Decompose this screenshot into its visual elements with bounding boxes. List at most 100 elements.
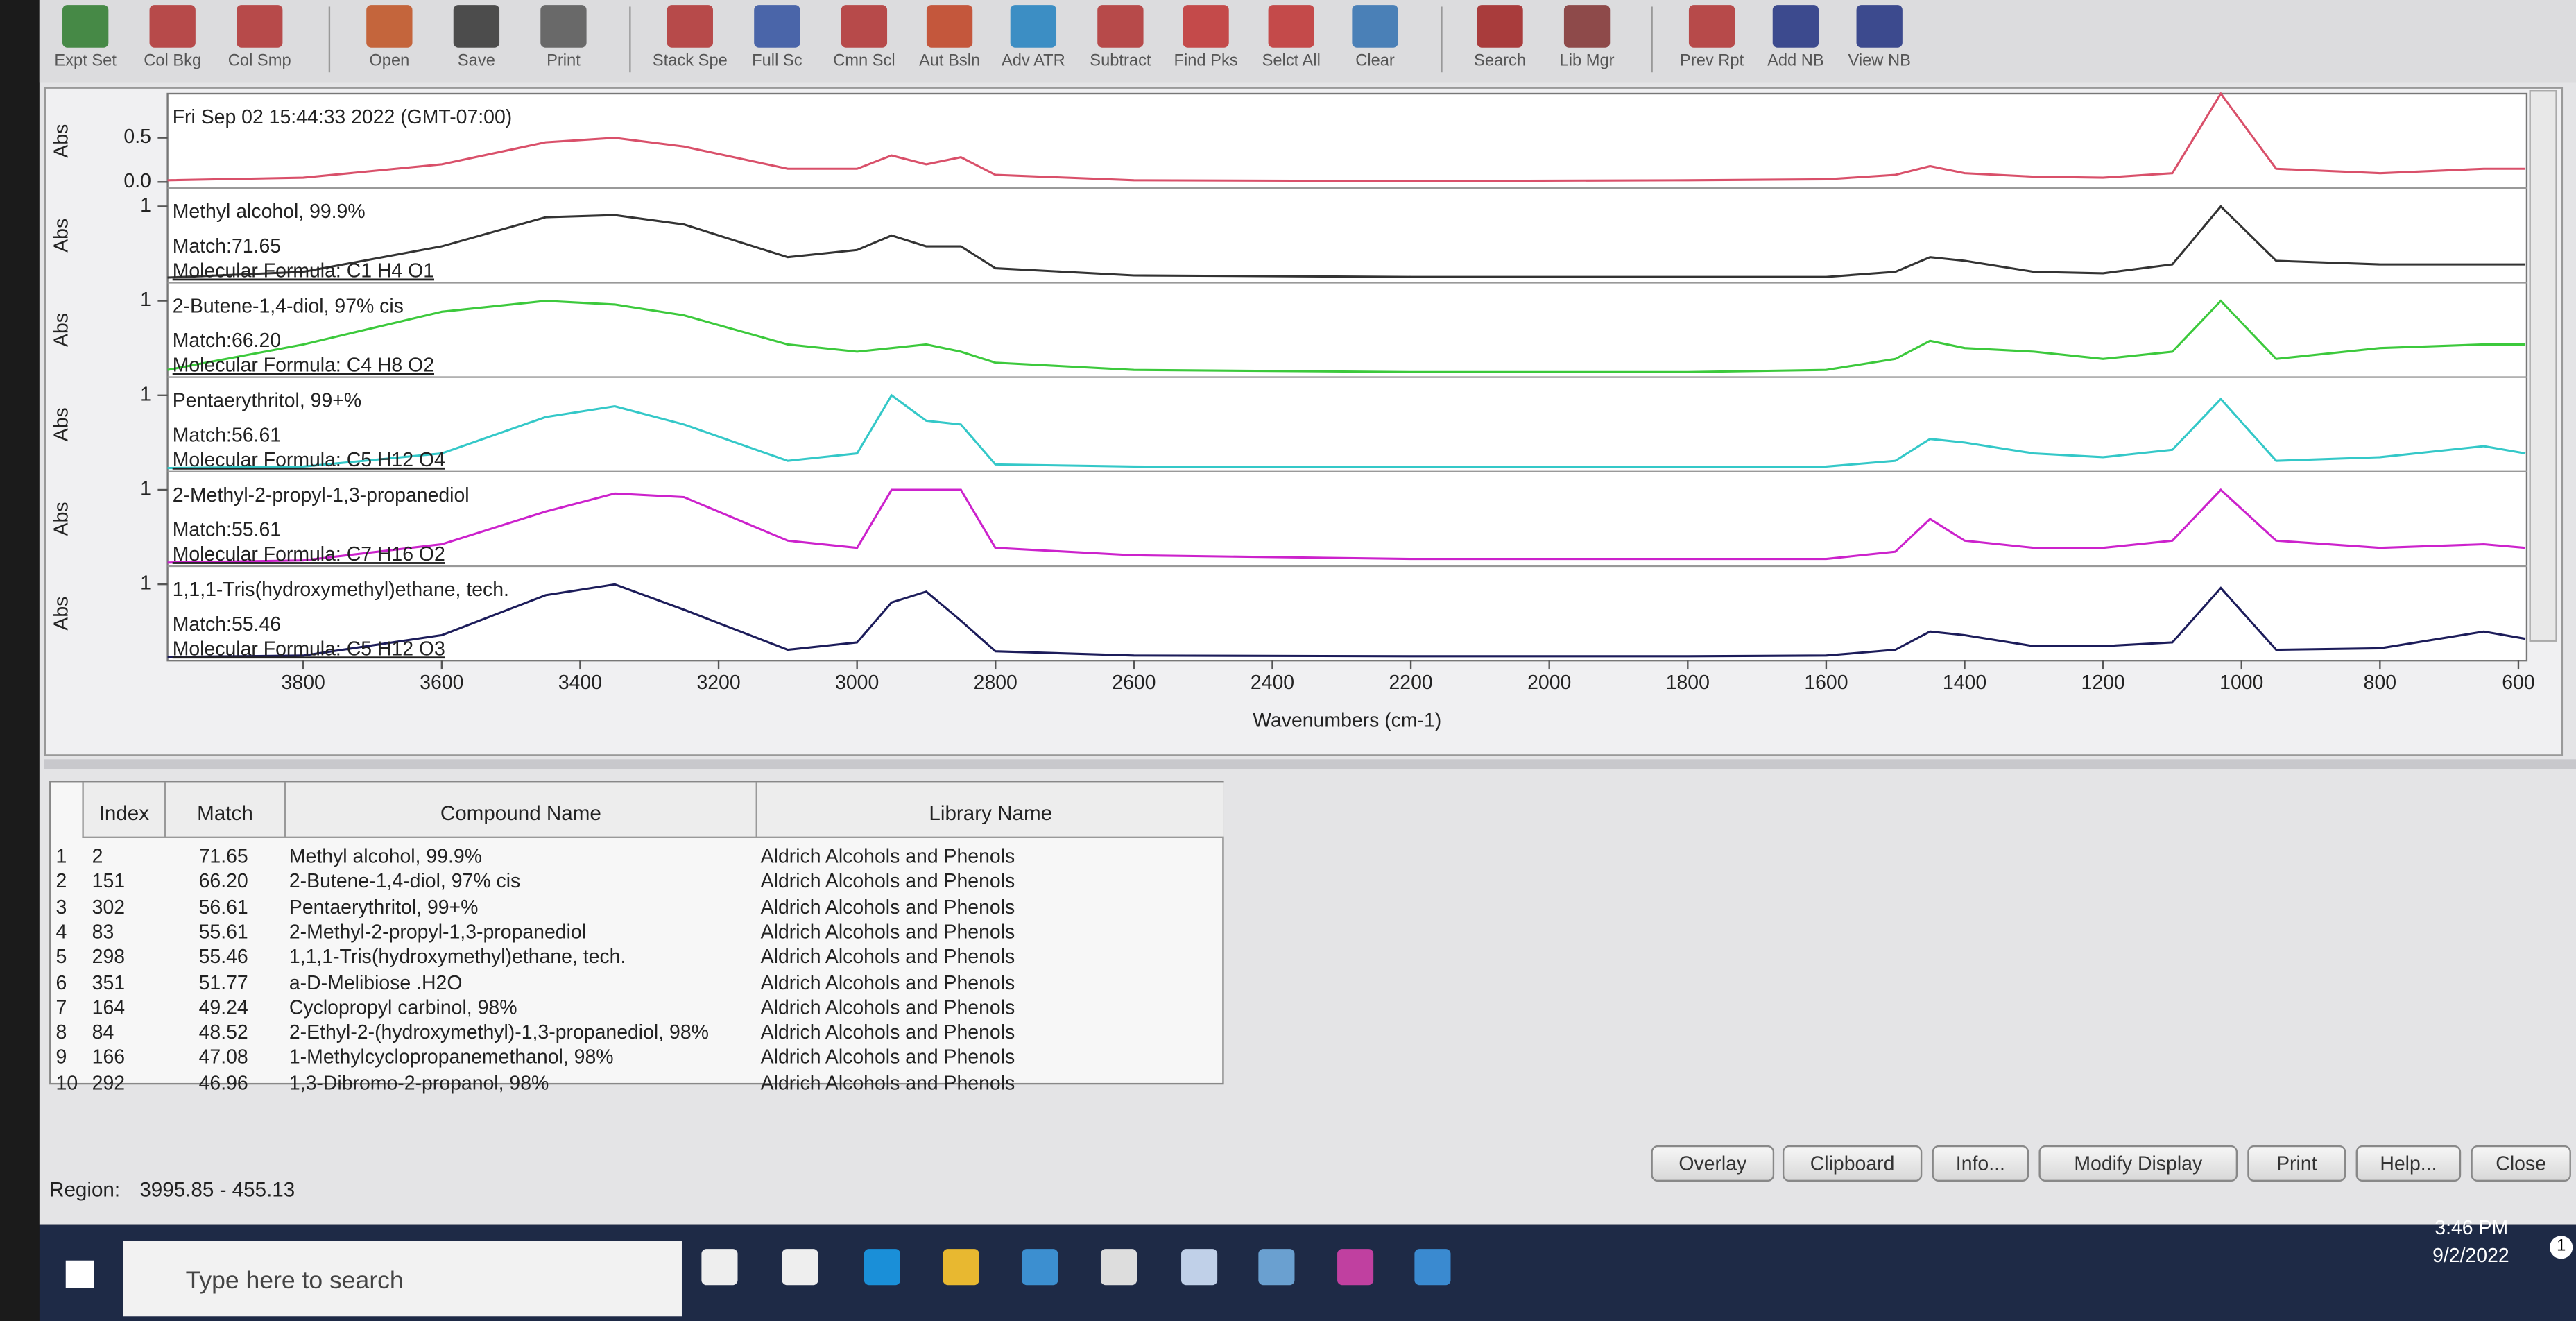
table-cell[interactable]: 2-Butene-1,4-diol, 97% cis [289,869,521,893]
button[interactable]: Close [2471,1145,2571,1182]
table-cell[interactable]: 164 [92,995,126,1019]
table-cell[interactable]: 1-Methylcyclopropanemethanol, 98% [289,1046,614,1069]
toolbar-label[interactable]: Clear [1355,52,1395,71]
toolbar-label[interactable]: Aut Bsln [918,52,981,71]
table-cell[interactable]: 7 [55,995,67,1019]
toolbar-label[interactable]: Subtract [1090,52,1151,71]
table-cell[interactable]: 3 [55,894,67,919]
toolbar-icon[interactable] [540,5,587,48]
table-cell[interactable]: 2 [92,844,103,868]
table-cell[interactable]: Pentaerythritol, 99+% [289,894,479,919]
toolbar-icon[interactable] [1183,5,1229,48]
toolbar-icon[interactable] [453,5,500,48]
toolbar-icon[interactable] [1772,5,1819,48]
toolbar-icon[interactable] [366,5,413,48]
toolbar-label[interactable]: Prev Rpt [1680,52,1744,71]
table-cell[interactable]: 6 [55,970,67,994]
table-cell[interactable]: 51.77 [198,970,248,994]
toolbar-label[interactable]: Print [547,52,581,71]
toolbar-label[interactable]: Save [457,52,495,71]
toolbar-icon[interactable] [926,5,973,48]
search-box[interactable] [123,1241,682,1317]
button[interactable]: Overlay [1651,1145,1775,1182]
table-cell[interactable]: Aldrich Alcohols and Phenols [760,1071,1015,1094]
button[interactable]: Print [2247,1145,2346,1182]
toolbar-label[interactable]: Col Smp [227,52,291,71]
table-cell[interactable]: 1,3-Dibromo-2-propanol, 98% [289,1071,549,1094]
table-cell[interactable]: 298 [92,945,126,969]
toolbar-label[interactable]: View NB [1848,52,1911,71]
toolbar-label[interactable]: Lib Mgr [1559,52,1615,71]
table-cell[interactable]: 84 [92,1021,114,1044]
taskbar-icon[interactable] [1100,1249,1137,1286]
taskbar-icon[interactable] [1022,1249,1058,1286]
taskbar-icon[interactable] [943,1249,979,1286]
table-cell[interactable]: 1,1,1-Tris(hydroxymethyl)ethane, tech. [289,945,626,969]
toolbar-icon[interactable] [1352,5,1398,48]
table-cell[interactable]: 2-Ethyl-2-(hydroxymethyl)-1,3-propanedio… [289,1021,709,1044]
start-button[interactable] [65,1260,94,1288]
toolbar-icon[interactable] [1097,5,1144,48]
toolbar-label[interactable]: Expt Set [54,52,117,71]
toolbar-label[interactable]: Find Pks [1174,52,1238,71]
taskbar-icon[interactable] [1258,1249,1295,1286]
table-cell[interactable]: Aldrich Alcohols and Phenols [760,995,1015,1019]
table-cell[interactable]: 1 [55,844,67,868]
table-cell[interactable]: Aldrich Alcohols and Phenols [760,894,1015,919]
table-cell[interactable]: 66.20 [198,869,248,893]
table-cell[interactable]: Cyclopropyl carbinol, 98% [289,995,517,1019]
toolbar-icon[interactable] [62,5,109,48]
table-cell[interactable]: 5 [55,945,67,969]
taskbar-icon[interactable] [1337,1249,1374,1286]
table-cell[interactable]: Aldrich Alcohols and Phenols [760,1021,1015,1044]
toolbar-icon[interactable] [1563,5,1611,48]
table-cell[interactable]: 56.61 [198,894,248,919]
taskbar-icon[interactable] [1181,1249,1218,1286]
taskbar-icon[interactable] [1414,1249,1451,1286]
table-cell[interactable]: 46.96 [198,1071,248,1094]
toolbar-label[interactable]: Open [369,52,410,71]
taskbar-icon[interactable] [701,1249,738,1286]
toolbar-icon[interactable] [841,5,888,48]
toolbar-label[interactable]: Full Sc [752,52,802,71]
table-cell[interactable]: Aldrich Alcohols and Phenols [760,869,1015,893]
toolbar-icon[interactable] [1477,5,1523,48]
toolbar-icon[interactable] [1010,5,1057,48]
table-cell[interactable]: Aldrich Alcohols and Phenols [760,844,1015,868]
table-cell[interactable]: 292 [92,1071,126,1094]
toolbar-icon[interactable] [1688,5,1735,48]
toolbar-label[interactable]: Cmn Scl [833,52,895,71]
table-cell[interactable]: Aldrich Alcohols and Phenols [760,1046,1015,1069]
search-text[interactable]: Type here to search [185,1267,404,1295]
table-cell[interactable]: 2-Methyl-2-propyl-1,3-propanediol [289,920,587,944]
table-cell[interactable]: 151 [92,869,126,893]
toolbar-label[interactable]: Search [1474,52,1527,71]
table-cell[interactable]: 71.65 [198,844,248,868]
table-cell[interactable]: Aldrich Alcohols and Phenols [760,970,1015,994]
button[interactable]: Modify Display [2038,1145,2238,1182]
table-cell[interactable]: 48.52 [198,1021,248,1044]
table-cell[interactable]: 2 [55,869,67,893]
toolbar-icon[interactable] [149,5,196,48]
toolbar-label[interactable]: Selct All [1262,52,1321,71]
table-cell[interactable]: 166 [92,1046,126,1069]
table-cell[interactable]: 4 [55,920,67,944]
toolbar-label[interactable]: Stack Spe [652,52,728,71]
toolbar-icon[interactable] [754,5,800,48]
button[interactable]: Help... [2355,1145,2462,1182]
toolbar-label[interactable]: Add NB [1767,52,1824,71]
toolbar-icon[interactable] [1856,5,1903,48]
toolbar-label[interactable]: Col Bkg [144,52,202,71]
table-cell[interactable]: 10 [55,1071,78,1094]
toolbar-icon[interactable] [1268,5,1314,48]
table-cell[interactable]: 302 [92,894,126,919]
taskbar-icon[interactable] [864,1249,901,1286]
table-cell[interactable]: 351 [92,970,126,994]
toolbar-icon[interactable] [237,5,283,48]
toolbar-icon[interactable] [667,5,713,48]
table-cell[interactable]: 55.61 [198,920,248,944]
table-cell[interactable]: Aldrich Alcohols and Phenols [760,920,1015,944]
table-cell[interactable]: 47.08 [198,1046,248,1069]
clock-date[interactable]: 9/2/2022 [2432,1244,2509,1268]
notification-badge[interactable]: 1 [2550,1236,2573,1259]
